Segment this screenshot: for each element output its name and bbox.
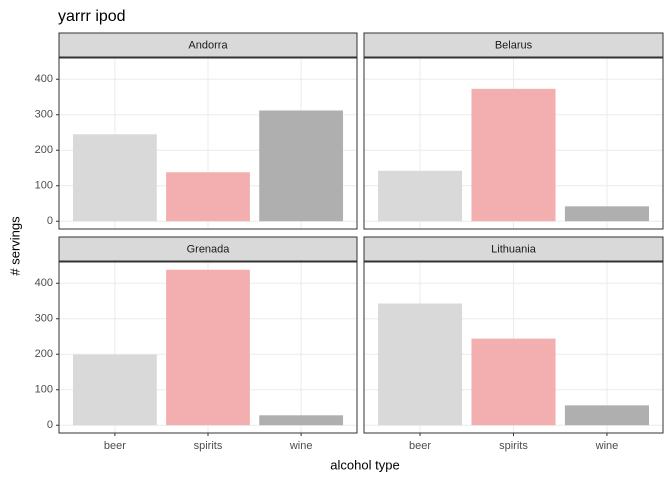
y-tick-label: 200 (35, 144, 53, 156)
bar (378, 170, 463, 222)
strip (58, 32, 358, 58)
x-axis-label: alcohol type (330, 457, 399, 472)
bar (378, 303, 463, 426)
facet-title: Andorra (188, 39, 228, 51)
y-axis-label: # servings (7, 216, 22, 276)
x-tick-label: wine (289, 440, 313, 452)
y-tick-label: 100 (35, 180, 53, 192)
y-tick-label: 300 (35, 109, 53, 121)
panel-border (58, 57, 358, 230)
bar (72, 354, 157, 426)
y-tick-label: 400 (35, 277, 53, 289)
chart-title: yarrr ipod (58, 8, 126, 25)
strip (58, 236, 358, 262)
bar (259, 415, 344, 426)
x-tick-label: beer (104, 440, 126, 452)
y-tick-label: 100 (35, 384, 53, 396)
bar (72, 134, 157, 222)
facet-title: Lithuania (491, 243, 537, 255)
panel-border (363, 261, 664, 434)
x-tick-label: spirits (499, 440, 528, 452)
strip (363, 236, 664, 262)
y-tick-label: 0 (47, 419, 53, 431)
y-tick-label: 400 (35, 73, 53, 85)
bar (471, 338, 556, 426)
facet-title: Belarus (495, 39, 533, 51)
bar (259, 110, 344, 222)
panel-border (363, 57, 664, 230)
bar (166, 269, 250, 426)
x-tick-label: wine (595, 440, 619, 452)
y-tick-label: 200 (35, 348, 53, 360)
facet-title: Grenada (187, 243, 231, 255)
strip (363, 32, 664, 58)
bar (166, 172, 250, 222)
panel-border (58, 261, 358, 434)
x-tick-label: spirits (194, 440, 223, 452)
x-tick-label: beer (409, 440, 431, 452)
y-tick-label: 300 (35, 313, 53, 325)
bar (564, 206, 649, 222)
bar (471, 88, 556, 222)
bar (564, 405, 649, 426)
y-tick-label: 0 (47, 215, 53, 227)
